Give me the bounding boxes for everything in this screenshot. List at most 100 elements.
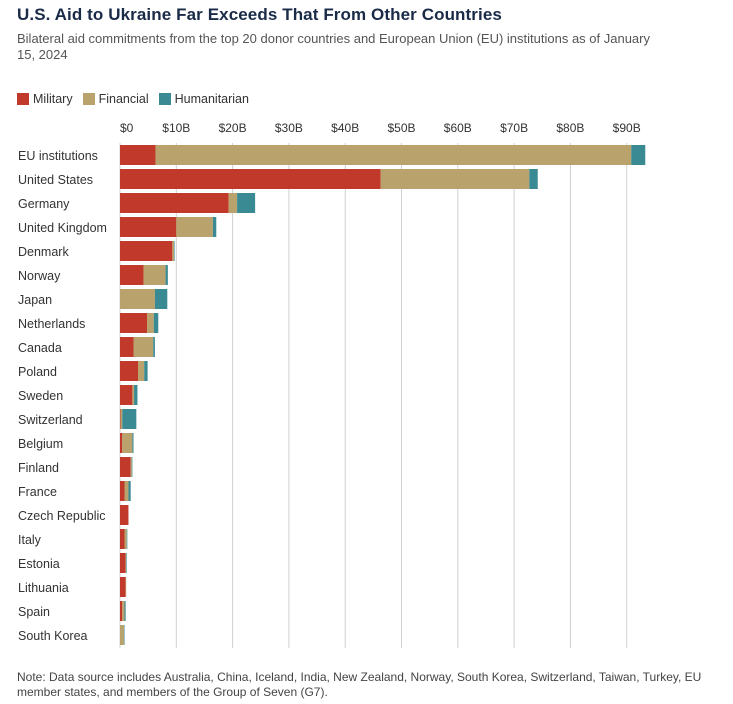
bar-financial [120, 625, 124, 645]
bar-financial [122, 433, 133, 453]
x-tick-label: $50B [387, 121, 415, 135]
category-label: Germany [18, 197, 70, 211]
category-label: Canada [18, 341, 62, 355]
bar-humanitarian [134, 385, 138, 405]
category-label: Netherlands [18, 317, 85, 331]
x-tick-label: $30B [275, 121, 303, 135]
bar-humanitarian [154, 289, 168, 309]
bar-humanitarian [529, 169, 538, 189]
bar-humanitarian [124, 601, 126, 621]
category-label: Czech Republic [18, 509, 106, 523]
bar-humanitarian [123, 625, 125, 645]
x-tick-label: $10B [162, 121, 190, 135]
category-label: South Korea [18, 629, 88, 643]
x-tick-label: $20B [219, 121, 247, 135]
category-label: Poland [18, 365, 57, 379]
category-label: Lithuania [18, 581, 69, 595]
x-tick-label: $40B [331, 121, 359, 135]
x-tick-labels: $0 $10B $20B $30B $40B $50B $60B $70B $80B $90B [120, 121, 641, 135]
category-label: Finland [18, 461, 59, 475]
bar-financial [122, 601, 125, 621]
legend-item-military: Military [17, 92, 73, 106]
bar-financial [138, 361, 145, 381]
bar-humanitarian [631, 145, 646, 165]
bar-financial [120, 289, 155, 309]
bar-military [120, 409, 121, 429]
x-tick-label: $70B [500, 121, 528, 135]
legend-item-humanitarian: Humanitarian [158, 92, 249, 106]
bar-military [120, 577, 126, 597]
bar-military [120, 457, 131, 477]
bar-humanitarian [131, 457, 133, 477]
x-tick-label: $90B [613, 121, 641, 135]
legend-swatch-financial [82, 93, 95, 105]
x-tick-label: $0 [120, 121, 134, 135]
bar-military [120, 265, 144, 285]
bar-humanitarian [237, 193, 256, 213]
legend-label-financial: Financial [98, 92, 149, 106]
category-label: Norway [18, 269, 61, 283]
category-label: Sweden [18, 389, 63, 403]
bar-military [120, 385, 133, 405]
bar-financial [176, 217, 213, 237]
legend-swatch-military [17, 93, 29, 105]
legend: Military Financial Humanitarian [17, 92, 249, 106]
category-label: Belgium [18, 437, 63, 451]
category-label: Japan [18, 293, 52, 307]
category-label: Italy [18, 533, 42, 547]
bar-financial [125, 577, 127, 597]
bar-military [120, 169, 381, 189]
bar-humanitarian [122, 409, 137, 429]
bar-military [120, 505, 129, 525]
bar-financial [172, 241, 175, 261]
chart-subtitle: Bilateral aid commitments from the top 2… [17, 31, 650, 62]
bar-humanitarian [153, 313, 159, 333]
bar-military [120, 193, 229, 213]
bar-military [120, 241, 173, 261]
bar-military [120, 601, 123, 621]
category-label: Spain [18, 605, 50, 619]
bar-military [120, 313, 148, 333]
bar-humanitarian [126, 553, 127, 573]
bar-financial [228, 193, 238, 213]
legend-label-humanitarian: Humanitarian [174, 92, 249, 106]
bar-financial [125, 553, 127, 573]
bar-chart: $0 $10B $20B $30B $40B $50B $60B $70B $80B $90B E… [18, 121, 646, 648]
bar-humanitarian [212, 217, 217, 237]
legend-swatch-humanitarian [158, 93, 171, 105]
bar-humanitarian [128, 481, 131, 501]
bar-humanitarian [153, 337, 155, 357]
chart-title: U.S. Aid to Ukraine Far Exceeds That Fro… [17, 5, 502, 24]
bar-financial [124, 481, 129, 501]
bar-military [120, 217, 177, 237]
category-label: Denmark [18, 245, 69, 259]
category-label: EU institutions [18, 149, 98, 163]
bars [120, 145, 646, 645]
bar-financial [132, 385, 135, 405]
x-tick-label: $80B [556, 121, 584, 135]
bar-humanitarian [165, 265, 168, 285]
category-labels: EU institutions United States Germany Unite… [18, 149, 107, 643]
footnote: Note: Data source includes Australia, Ch… [17, 670, 702, 699]
bar-financial [143, 265, 166, 285]
bar-financial [133, 337, 154, 357]
bar-financial [155, 145, 632, 165]
bar-military [120, 145, 156, 165]
bar-military [120, 529, 125, 549]
bar-military [120, 481, 125, 501]
category-label: Switzerland [18, 413, 83, 427]
legend-item-financial: Financial [82, 92, 149, 106]
category-label: United Kingdom [18, 221, 107, 235]
bar-humanitarian [144, 361, 148, 381]
bar-military [120, 361, 139, 381]
bar-military [120, 337, 134, 357]
bar-financial [124, 529, 127, 549]
legend-label-military: Military [33, 92, 73, 106]
category-label: United States [18, 173, 93, 187]
bar-financial [147, 313, 154, 333]
bar-military [120, 433, 123, 453]
bar-financial [130, 457, 132, 477]
category-label: Estonia [18, 557, 60, 571]
x-tick-label: $60B [444, 121, 472, 135]
bar-military [120, 553, 126, 573]
